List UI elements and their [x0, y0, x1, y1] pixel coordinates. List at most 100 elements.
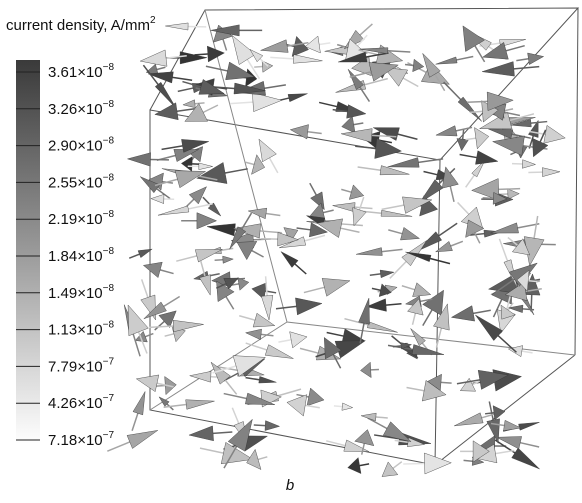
arrow-shaft: [473, 310, 490, 313]
arrow-head: [488, 129, 512, 139]
arrow-shaft: [261, 334, 273, 335]
arrow-shaft: [156, 386, 165, 387]
label-exponent: −8: [103, 283, 115, 294]
title-exponent: 2: [150, 15, 156, 26]
arrow-shaft: [300, 348, 318, 353]
arrow-head: [288, 94, 308, 102]
arrow-shaft: [499, 189, 521, 190]
arrow-shaft: [266, 276, 268, 295]
arrow-head: [165, 23, 188, 30]
label-mantissa: 1.49×10: [48, 285, 103, 302]
arrow-head: [512, 448, 540, 469]
arrow-head: [253, 313, 275, 327]
label-exponent: −7: [103, 393, 115, 404]
arrow-head: [127, 153, 150, 167]
arrow-shaft: [450, 186, 454, 202]
arrow-shaft: [162, 146, 183, 149]
arrow-shaft: [341, 189, 351, 192]
arrow-shaft: [393, 346, 401, 347]
arrow-head: [451, 306, 474, 321]
arrow-shaft: [439, 223, 457, 236]
arrow-head: [199, 163, 213, 170]
arrow-shaft: [475, 46, 485, 62]
arrow-shaft: [358, 167, 381, 170]
arrow-shaft: [132, 413, 138, 430]
arrow-shaft: [225, 169, 248, 173]
arrow-shaft: [254, 425, 265, 426]
arrow-shaft: [327, 332, 344, 336]
arrow-shaft: [258, 457, 267, 460]
label-mantissa: 4.26×10: [48, 395, 103, 412]
arrow-shaft: [376, 417, 388, 418]
colorbar-label: 7.18×10−7: [48, 430, 114, 449]
arrow-head: [290, 125, 308, 139]
arrow-shaft: [489, 402, 493, 421]
arrow-shaft: [308, 132, 322, 134]
arrow-head: [261, 40, 289, 53]
arrow-head: [136, 375, 158, 392]
arrow-shaft: [225, 380, 236, 394]
arrow-shaft: [295, 264, 306, 274]
label-mantissa: 2.90×10: [48, 138, 103, 155]
arrow-head: [454, 413, 483, 426]
arrow-shaft: [523, 309, 534, 310]
arrow-head: [295, 298, 322, 315]
label-exponent: −8: [103, 62, 115, 73]
arrow-head: [493, 406, 505, 420]
arrow-shaft: [360, 24, 372, 35]
arrow-head: [173, 320, 203, 332]
arrow-shaft: [388, 51, 410, 52]
arrow-head: [140, 50, 167, 66]
label-exponent: −8: [103, 320, 115, 331]
colorbar-label: 1.13×10−8: [48, 320, 114, 339]
arrow-head: [207, 46, 224, 62]
arrow-shaft: [155, 321, 165, 330]
arrow-shaft: [226, 297, 234, 310]
arrow-shaft: [278, 340, 291, 342]
arrow-head: [342, 116, 355, 133]
arrow-head: [458, 97, 482, 121]
arrow-head: [360, 362, 371, 377]
arrow-head: [199, 275, 210, 295]
arrow-shaft: [413, 313, 416, 325]
arrow-shaft: [390, 262, 406, 279]
arrow-shaft: [382, 249, 403, 251]
cube-edge: [435, 355, 575, 465]
arrow-head: [261, 295, 273, 320]
arrow-head: [508, 189, 520, 199]
arrow-shaft: [223, 39, 227, 50]
arrow-shaft: [464, 460, 473, 461]
arrow-head: [293, 55, 322, 64]
arrow-shaft: [252, 251, 264, 257]
arrow-shaft: [522, 351, 533, 353]
arrow-shaft: [368, 418, 387, 429]
arrow-head: [353, 208, 367, 226]
arrow-shaft: [467, 101, 488, 102]
arrow-head: [180, 52, 207, 64]
label-mantissa: 1.84×10: [48, 248, 103, 265]
arrow-head: [143, 262, 162, 277]
arrow-shaft: [297, 228, 311, 230]
arrow-shaft: [323, 210, 333, 212]
arrow-shaft: [441, 382, 452, 383]
arrow-shaft: [305, 235, 325, 241]
title-text: current density, A/mm: [6, 17, 150, 34]
colorbar-label: 1.84×10−8: [48, 246, 114, 265]
arrow-shaft: [495, 451, 514, 454]
colorbar-label: 2.55×10−8: [48, 172, 114, 191]
arrow-head: [475, 151, 497, 165]
arrow-shaft: [388, 230, 402, 234]
arrow-head: [290, 332, 307, 348]
arrow-shaft: [499, 239, 507, 261]
arrow-shaft: [354, 123, 364, 125]
arrow-shaft: [200, 448, 223, 453]
arrow-head: [412, 344, 444, 354]
arrow-head: [259, 376, 277, 383]
colorbar-label: 4.26×10−7: [48, 393, 114, 412]
label-exponent: −8: [103, 99, 115, 110]
arrow-head: [355, 430, 374, 446]
arrow-shaft: [393, 462, 402, 469]
arrow-shaft: [195, 103, 205, 104]
arrow-shaft: [465, 138, 475, 139]
label-exponent: −8: [103, 172, 115, 183]
